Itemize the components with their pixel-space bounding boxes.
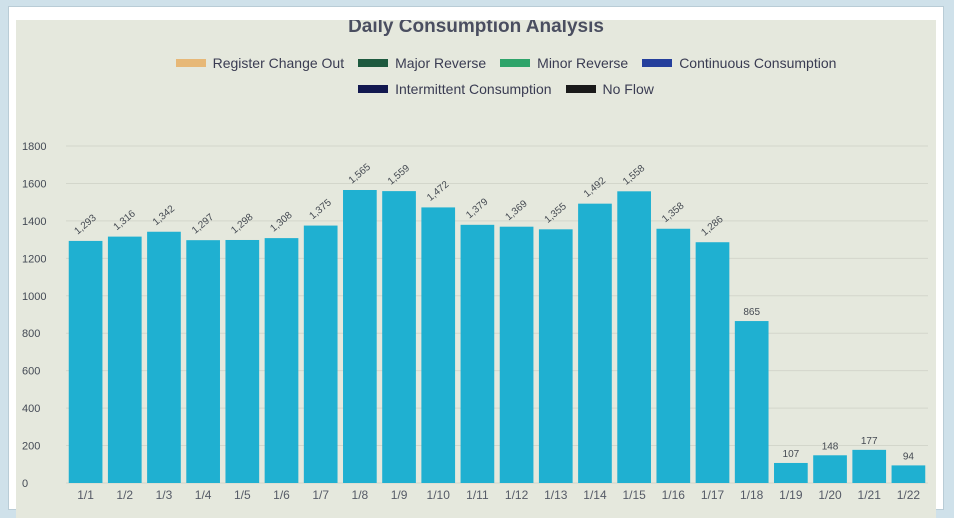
legend-item[interactable]: Continuous Consumption xyxy=(642,55,836,71)
bar xyxy=(264,238,299,483)
data-label: 1,355 xyxy=(543,201,570,226)
y-tick-label: 800 xyxy=(22,328,40,340)
data-label: 1,298 xyxy=(229,211,256,236)
x-tick-label: 1/6 xyxy=(273,488,290,502)
data-label: 1,286 xyxy=(699,214,726,239)
data-label: 1,297 xyxy=(190,212,217,237)
x-tick-label: 1/16 xyxy=(662,488,686,502)
data-label: 1,492 xyxy=(582,175,609,200)
legend-item[interactable]: Intermittent Consumption xyxy=(358,81,552,97)
bar xyxy=(617,191,651,483)
legend-swatch xyxy=(358,59,389,67)
legend-swatch xyxy=(358,85,389,93)
x-tick-label: 1/8 xyxy=(352,488,369,502)
data-label: 94 xyxy=(903,451,915,462)
bar xyxy=(68,240,103,483)
legend-item[interactable]: Major Reverse xyxy=(358,55,486,71)
bar xyxy=(813,455,847,483)
x-tick-label: 1/20 xyxy=(818,488,842,502)
data-label: 1,369 xyxy=(503,198,530,223)
x-tick-label: 1/10 xyxy=(427,488,451,502)
x-tick-label: 1/15 xyxy=(622,488,646,502)
bar xyxy=(186,240,220,483)
legend-swatch xyxy=(500,59,531,67)
bar xyxy=(578,203,612,484)
y-tick-label: 1200 xyxy=(22,253,46,265)
bar xyxy=(656,228,691,483)
bar xyxy=(343,189,377,483)
data-label: 177 xyxy=(861,436,878,447)
bar xyxy=(774,462,808,483)
x-tick-label: 1/14 xyxy=(583,488,607,502)
x-tick-label: 1/5 xyxy=(234,488,251,502)
bar xyxy=(107,236,142,483)
bar xyxy=(852,449,887,483)
bar xyxy=(303,225,338,483)
bar-chart: 0 200 400 600 800 1000 1200 1400 1600 1800 1,293 1/… xyxy=(22,141,928,502)
legend-label: Intermittent Consumption xyxy=(395,81,552,97)
y-tick-label: 1000 xyxy=(22,291,46,303)
x-tick-label: 1/21 xyxy=(858,488,882,502)
chart-area: Daily Consumption Analysis Register Chan… xyxy=(16,20,936,518)
data-label: 1,342 xyxy=(151,203,178,228)
legend-swatch xyxy=(565,85,596,93)
x-tick-label: 1/17 xyxy=(701,488,725,502)
legend-label: Major Reverse xyxy=(395,55,487,71)
bar xyxy=(734,321,769,483)
x-tick-label: 1/19 xyxy=(779,488,803,502)
bar xyxy=(382,191,416,484)
data-label: 1,472 xyxy=(425,179,452,204)
y-tick-label: 200 xyxy=(22,441,40,453)
bar xyxy=(891,465,926,483)
x-tick-label: 1/22 xyxy=(897,488,921,502)
bar xyxy=(499,226,534,483)
bar xyxy=(538,229,573,483)
bar xyxy=(460,224,495,483)
data-label: 1,308 xyxy=(268,210,295,235)
y-tick-label: 1600 xyxy=(22,178,46,190)
legend-item[interactable]: Register Change Out xyxy=(175,55,345,71)
bar xyxy=(695,242,730,483)
y-tick-label: 400 xyxy=(22,403,40,415)
y-tick-label: 1800 xyxy=(22,141,46,153)
x-tick-label: 1/4 xyxy=(195,488,212,502)
data-label: 1,375 xyxy=(308,197,335,222)
legend-row: Intermittent Consumption No Flow xyxy=(96,76,916,102)
legend-item[interactable]: No Flow xyxy=(565,81,654,97)
legend-label: Continuous Consumption xyxy=(679,55,837,71)
data-label: 1,379 xyxy=(464,196,491,221)
legend-label: Register Change Out xyxy=(212,55,345,71)
data-label: 1,293 xyxy=(72,212,99,237)
y-tick-label: 600 xyxy=(22,366,40,378)
data-label: 107 xyxy=(783,449,800,460)
data-label: 1,565 xyxy=(347,162,374,187)
x-tick-label: 1/13 xyxy=(544,488,568,502)
x-tick-label: 1/9 xyxy=(391,488,408,502)
chart-title: Daily Consumption Analysis xyxy=(348,20,604,37)
bar xyxy=(147,231,181,483)
bar xyxy=(225,239,260,483)
x-tick-label: 1/1 xyxy=(77,488,94,502)
data-label: 148 xyxy=(822,441,839,452)
x-tick-label: 1/18 xyxy=(740,488,764,502)
x-tick-label: 1/7 xyxy=(312,488,329,502)
x-tick-label: 1/11 xyxy=(466,488,489,502)
legend-row: Register Change Out Major Reverse Minor Re… xyxy=(96,50,916,76)
legend-label: No Flow xyxy=(602,81,654,97)
x-tick-label: 1/2 xyxy=(116,488,133,502)
data-label: 865 xyxy=(743,307,760,318)
x-tick-label: 1/3 xyxy=(156,488,173,502)
legend-swatch xyxy=(175,59,206,67)
x-tick-label: 1/12 xyxy=(505,488,529,502)
y-tick-label: 0 xyxy=(22,478,28,490)
y-tick-label: 1400 xyxy=(22,216,46,228)
legend-item[interactable]: Minor Reverse xyxy=(500,55,628,71)
legend-label: Minor Reverse xyxy=(537,55,629,71)
bar xyxy=(421,207,456,484)
legend-swatch xyxy=(642,59,673,67)
chart-legend: Register Change Out Major Reverse Minor Re… xyxy=(96,50,916,102)
